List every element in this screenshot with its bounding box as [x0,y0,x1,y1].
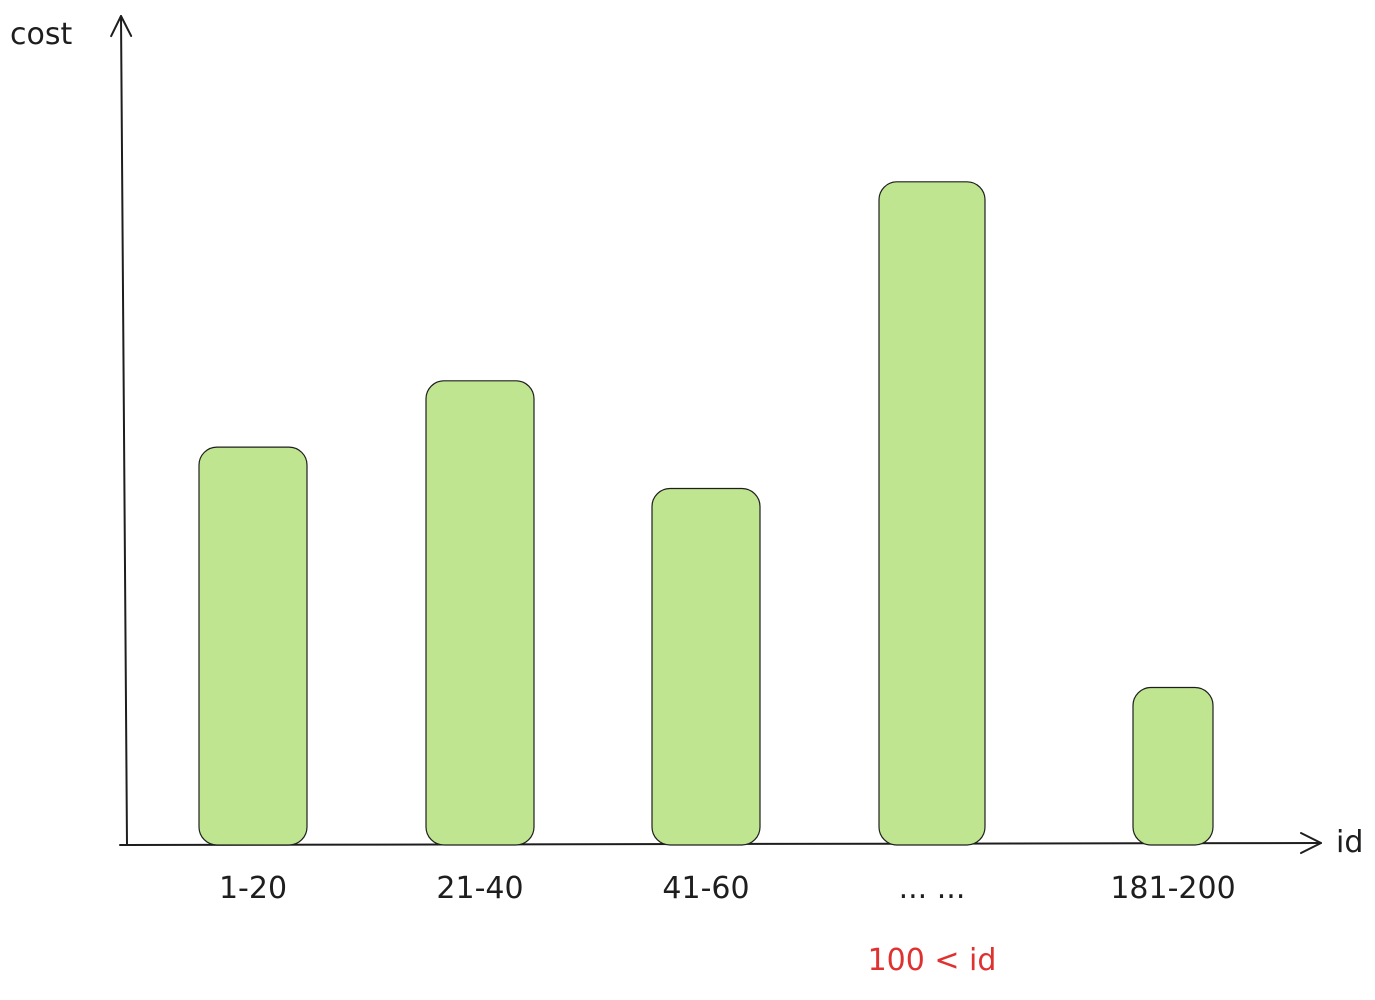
bar-4 [878,181,986,846]
y-axis-line [110,14,133,846]
bar-1 [198,446,308,846]
x-tick-labels: 1-20 21-40 41-60 ... ... 181-200 [219,871,1236,906]
x-axis-title: id [1336,825,1363,860]
x-tick-label-4: ... ... [899,871,966,906]
x-tick-label-5: 181-200 [1110,871,1235,906]
bar-group [198,181,1214,846]
annotation-group: 100 < id [868,943,997,978]
annotation-label-1: 100 < id [868,943,997,978]
x-tick-label-1: 1-20 [219,871,287,906]
y-axis-title: cost [10,17,72,52]
x-tick-label-2: 21-40 [436,871,523,906]
bar-5 [1132,686,1214,846]
bar-2 [425,380,535,846]
x-tick-label-3: 41-60 [662,871,749,906]
bar-3 [651,487,761,846]
